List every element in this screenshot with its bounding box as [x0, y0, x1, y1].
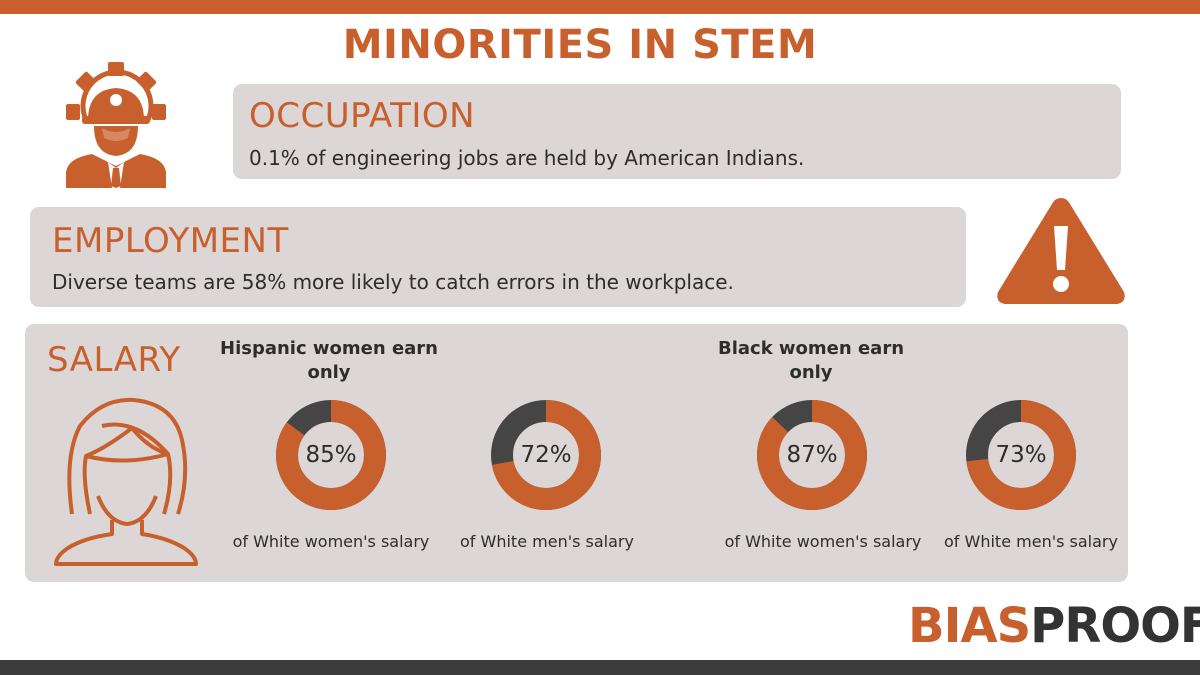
- donut-black-white-women: 87%: [756, 399, 868, 511]
- employment-panel: EMPLOYMENT Diverse teams are 58% more li…: [30, 207, 966, 307]
- hispanic-women-label: Hispanic women earn only: [220, 338, 438, 383]
- donut-value-arc: [491, 400, 601, 510]
- donut-caption: of White women's salary: [232, 532, 430, 551]
- donut-hispanic-white-men: 72%: [490, 399, 602, 511]
- donut-caption: of White men's salary: [460, 532, 634, 551]
- occupation-text: 0.1% of engineering jobs are held by Ame…: [249, 146, 805, 170]
- logo-proof: PROOF: [1030, 598, 1200, 654]
- bottom-bar: [0, 660, 1200, 675]
- employment-text: Diverse teams are 58% more likely to cat…: [52, 270, 734, 294]
- logo-bias: BIAS: [908, 598, 1031, 654]
- donut-hispanic-white-women: 85%: [275, 399, 387, 511]
- occupation-heading: OCCUPATION: [249, 96, 476, 136]
- salary-heading: SALARY: [47, 340, 181, 380]
- donut-value-arc: [966, 400, 1076, 510]
- top-accent-bar: [0, 0, 1200, 14]
- occupation-panel: OCCUPATION 0.1% of engineering jobs are …: [233, 84, 1121, 179]
- warning-icon: [993, 192, 1129, 313]
- donut-value: 73%: [995, 442, 1047, 468]
- donut-value: 72%: [520, 442, 572, 468]
- donut-value-arc: [276, 400, 386, 510]
- employment-heading: EMPLOYMENT: [52, 221, 289, 261]
- salary-panel: SALARY: [25, 324, 1128, 582]
- donut-black-white-men: 73%: [965, 399, 1077, 511]
- donut-caption: of White women's salary: [724, 532, 922, 551]
- donut-value: 85%: [305, 442, 357, 468]
- engineer-gear-icon: [58, 62, 174, 195]
- donut-value-arc: [757, 400, 867, 510]
- donut-caption: of White men's salary: [944, 532, 1118, 551]
- woman-icon: [50, 396, 202, 573]
- black-women-label: Black women earn only: [717, 338, 905, 383]
- biasproof-logo: BIASPROOF: [908, 596, 1200, 656]
- donut-value: 87%: [786, 442, 838, 468]
- page-title: MINORITIES IN STEM: [342, 22, 818, 68]
